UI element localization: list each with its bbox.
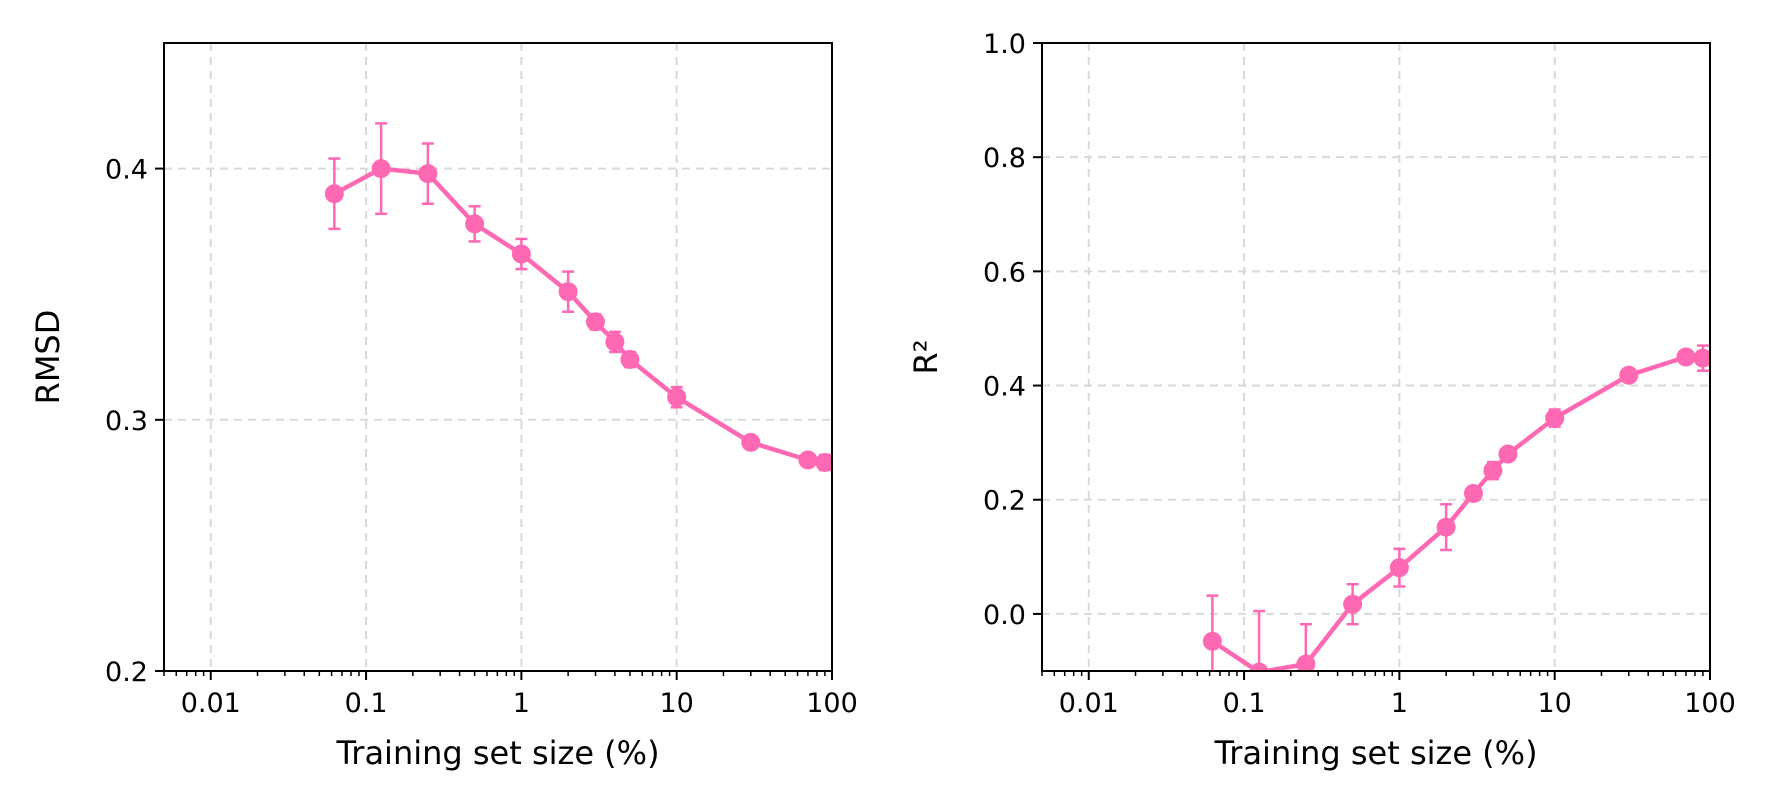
x-axis-label: Training set size (%) (335, 734, 659, 772)
data-point (418, 164, 438, 184)
data-point (741, 432, 761, 452)
data-point (558, 282, 578, 302)
x-tick-label: 1 (513, 688, 530, 719)
data-point (1463, 483, 1483, 503)
data-point (1436, 517, 1456, 537)
x-axis-label: Training set size (%) (1213, 734, 1537, 772)
data-point (1693, 348, 1710, 368)
r2-panel: 0.01 0.1 1 10 100 0.0 0.2 0.4 0.6 0.8 1.0 Training … (907, 29, 1736, 772)
data-point (1498, 444, 1518, 464)
x-tick-label: 0.01 (181, 688, 241, 719)
data-point (511, 244, 531, 264)
x-tick-label: 1 (1391, 688, 1408, 719)
series-line (1211, 354, 1704, 671)
y-tick-label: 0.2 (983, 486, 1026, 517)
data-point (585, 312, 605, 332)
rmsd-panel: 0.01 0.1 1 10 100 0.2 0.3 0.4 Training set size … (29, 42, 858, 772)
y-tick-label: 0.2 (105, 657, 148, 688)
series-line (333, 166, 826, 465)
data-point (1202, 631, 1222, 651)
y-axis-label: R² (907, 339, 945, 374)
x-tick-label: 10 (660, 688, 694, 719)
data-point (1343, 594, 1363, 614)
x-tick-label: 100 (806, 688, 858, 719)
data-point (1249, 662, 1269, 671)
axes-frame (1041, 42, 1711, 672)
y-tick-label: 0.0 (983, 600, 1026, 631)
y-tick-label: 0.3 (105, 406, 148, 437)
x-tick-label: 0.1 (1223, 688, 1266, 719)
data-layer (1202, 344, 1710, 671)
y-tick-label: 0.4 (105, 155, 148, 186)
data-point (371, 159, 391, 179)
data-point (324, 184, 344, 204)
data-point (1483, 461, 1503, 481)
x-tick-label: 0.1 (345, 688, 388, 719)
y-axis-label: RMSD (29, 310, 67, 405)
y-tick-label: 1.0 (983, 29, 1026, 60)
data-layer (324, 122, 832, 473)
y-tick-label: 0.6 (983, 257, 1026, 288)
data-point (667, 387, 687, 407)
data-point (1545, 408, 1565, 428)
data-point (465, 214, 485, 234)
y-tick-label: 0.4 (983, 372, 1026, 403)
data-point (1619, 365, 1639, 385)
y-tick-label: 0.8 (983, 143, 1026, 174)
data-point (798, 450, 818, 470)
data-point (620, 350, 640, 370)
x-tick-label: 10 (1538, 688, 1572, 719)
data-point (1296, 654, 1316, 671)
axes-frame (163, 42, 833, 672)
x-tick-label: 0.01 (1059, 688, 1119, 719)
data-point (605, 332, 625, 352)
data-point (1389, 558, 1409, 578)
data-point (815, 453, 832, 473)
data-point (1676, 347, 1696, 367)
x-tick-label: 100 (1684, 688, 1736, 719)
